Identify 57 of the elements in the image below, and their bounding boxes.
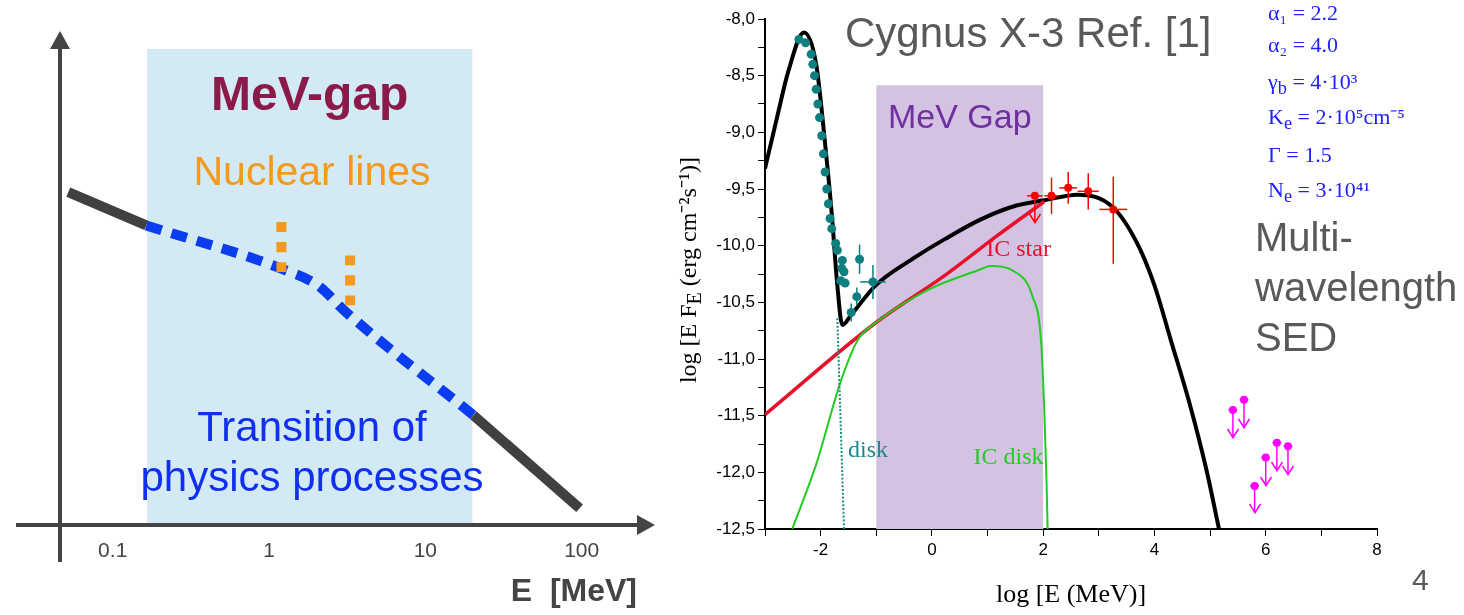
point (832, 245, 842, 255)
x-tick-label: -2 (813, 539, 829, 559)
point (811, 84, 821, 94)
x-tick-label: 100 (564, 538, 600, 562)
point (840, 278, 850, 288)
chart-title: Cygnus X-3 Ref. [1] (845, 8, 1212, 58)
point (815, 113, 825, 123)
x-tick-label: 4 (1149, 539, 1160, 559)
y-tick-label: -8,0 (725, 8, 755, 28)
point (794, 34, 804, 44)
x-axis-title: log [E (MeV)] (995, 579, 1147, 609)
x-tick-label: 1 (263, 538, 275, 562)
point (806, 49, 816, 59)
y-tick-label: -10,0 (716, 235, 755, 255)
x-tick-label: 10 (413, 538, 438, 562)
series-label: IC disk (973, 442, 1044, 469)
annotation: K$_{e}$ = 2·10⁵cm⁻⁵ (1268, 104, 1405, 136)
series-label: disk (848, 436, 889, 463)
text: 4 (1412, 562, 1429, 598)
annotation: α₁ = 2.2 (1268, 0, 1339, 27)
point (823, 199, 833, 209)
y-tick-label: -8,5 (725, 65, 755, 85)
y-tick-label: -9,0 (725, 122, 755, 142)
y-tick-label: -10,5 (716, 292, 755, 312)
x-axis-title: E [MeV] (510, 571, 637, 608)
x-tick-label: 8 (1372, 539, 1382, 559)
point (839, 267, 849, 277)
annotation: Nuclear lines (193, 147, 431, 197)
annotation: Transition of physics processes (139, 401, 485, 502)
point (827, 224, 837, 234)
point (810, 71, 820, 81)
point (825, 213, 835, 223)
point (808, 59, 818, 69)
band-label: MeV Gap (887, 96, 1032, 135)
point (801, 38, 811, 48)
annotation: Γ = 1.5 (1268, 142, 1332, 169)
band-label: MeV-gap (211, 67, 409, 121)
y-tick-label: -11,5 (717, 405, 755, 425)
point (817, 131, 827, 141)
annotation: α₂ = 4.0 (1268, 32, 1339, 59)
x-tick-label: 6 (1260, 539, 1271, 559)
annotation: Multi-wavelength SED (1255, 214, 1459, 361)
point (837, 255, 847, 265)
line-series (791, 265, 1049, 529)
point (818, 149, 828, 159)
y-tick-label: -12,0 (716, 462, 755, 482)
point (813, 99, 823, 109)
y-tick-label: -9,5 (725, 178, 755, 198)
x-tick-label: 0.1 (98, 538, 128, 562)
x-tick-label: 0 (927, 539, 937, 559)
point (822, 184, 832, 194)
annotation: γ$_{b}$ = 4·10³ (1268, 69, 1358, 101)
y-tick-label: -11,0 (717, 348, 755, 368)
y-tick-label: -12,5 (716, 518, 755, 538)
annotation: N$_{e}$ = 3·10⁴¹ (1268, 177, 1371, 209)
x-tick-label: 2 (1038, 539, 1048, 559)
point (820, 167, 830, 177)
